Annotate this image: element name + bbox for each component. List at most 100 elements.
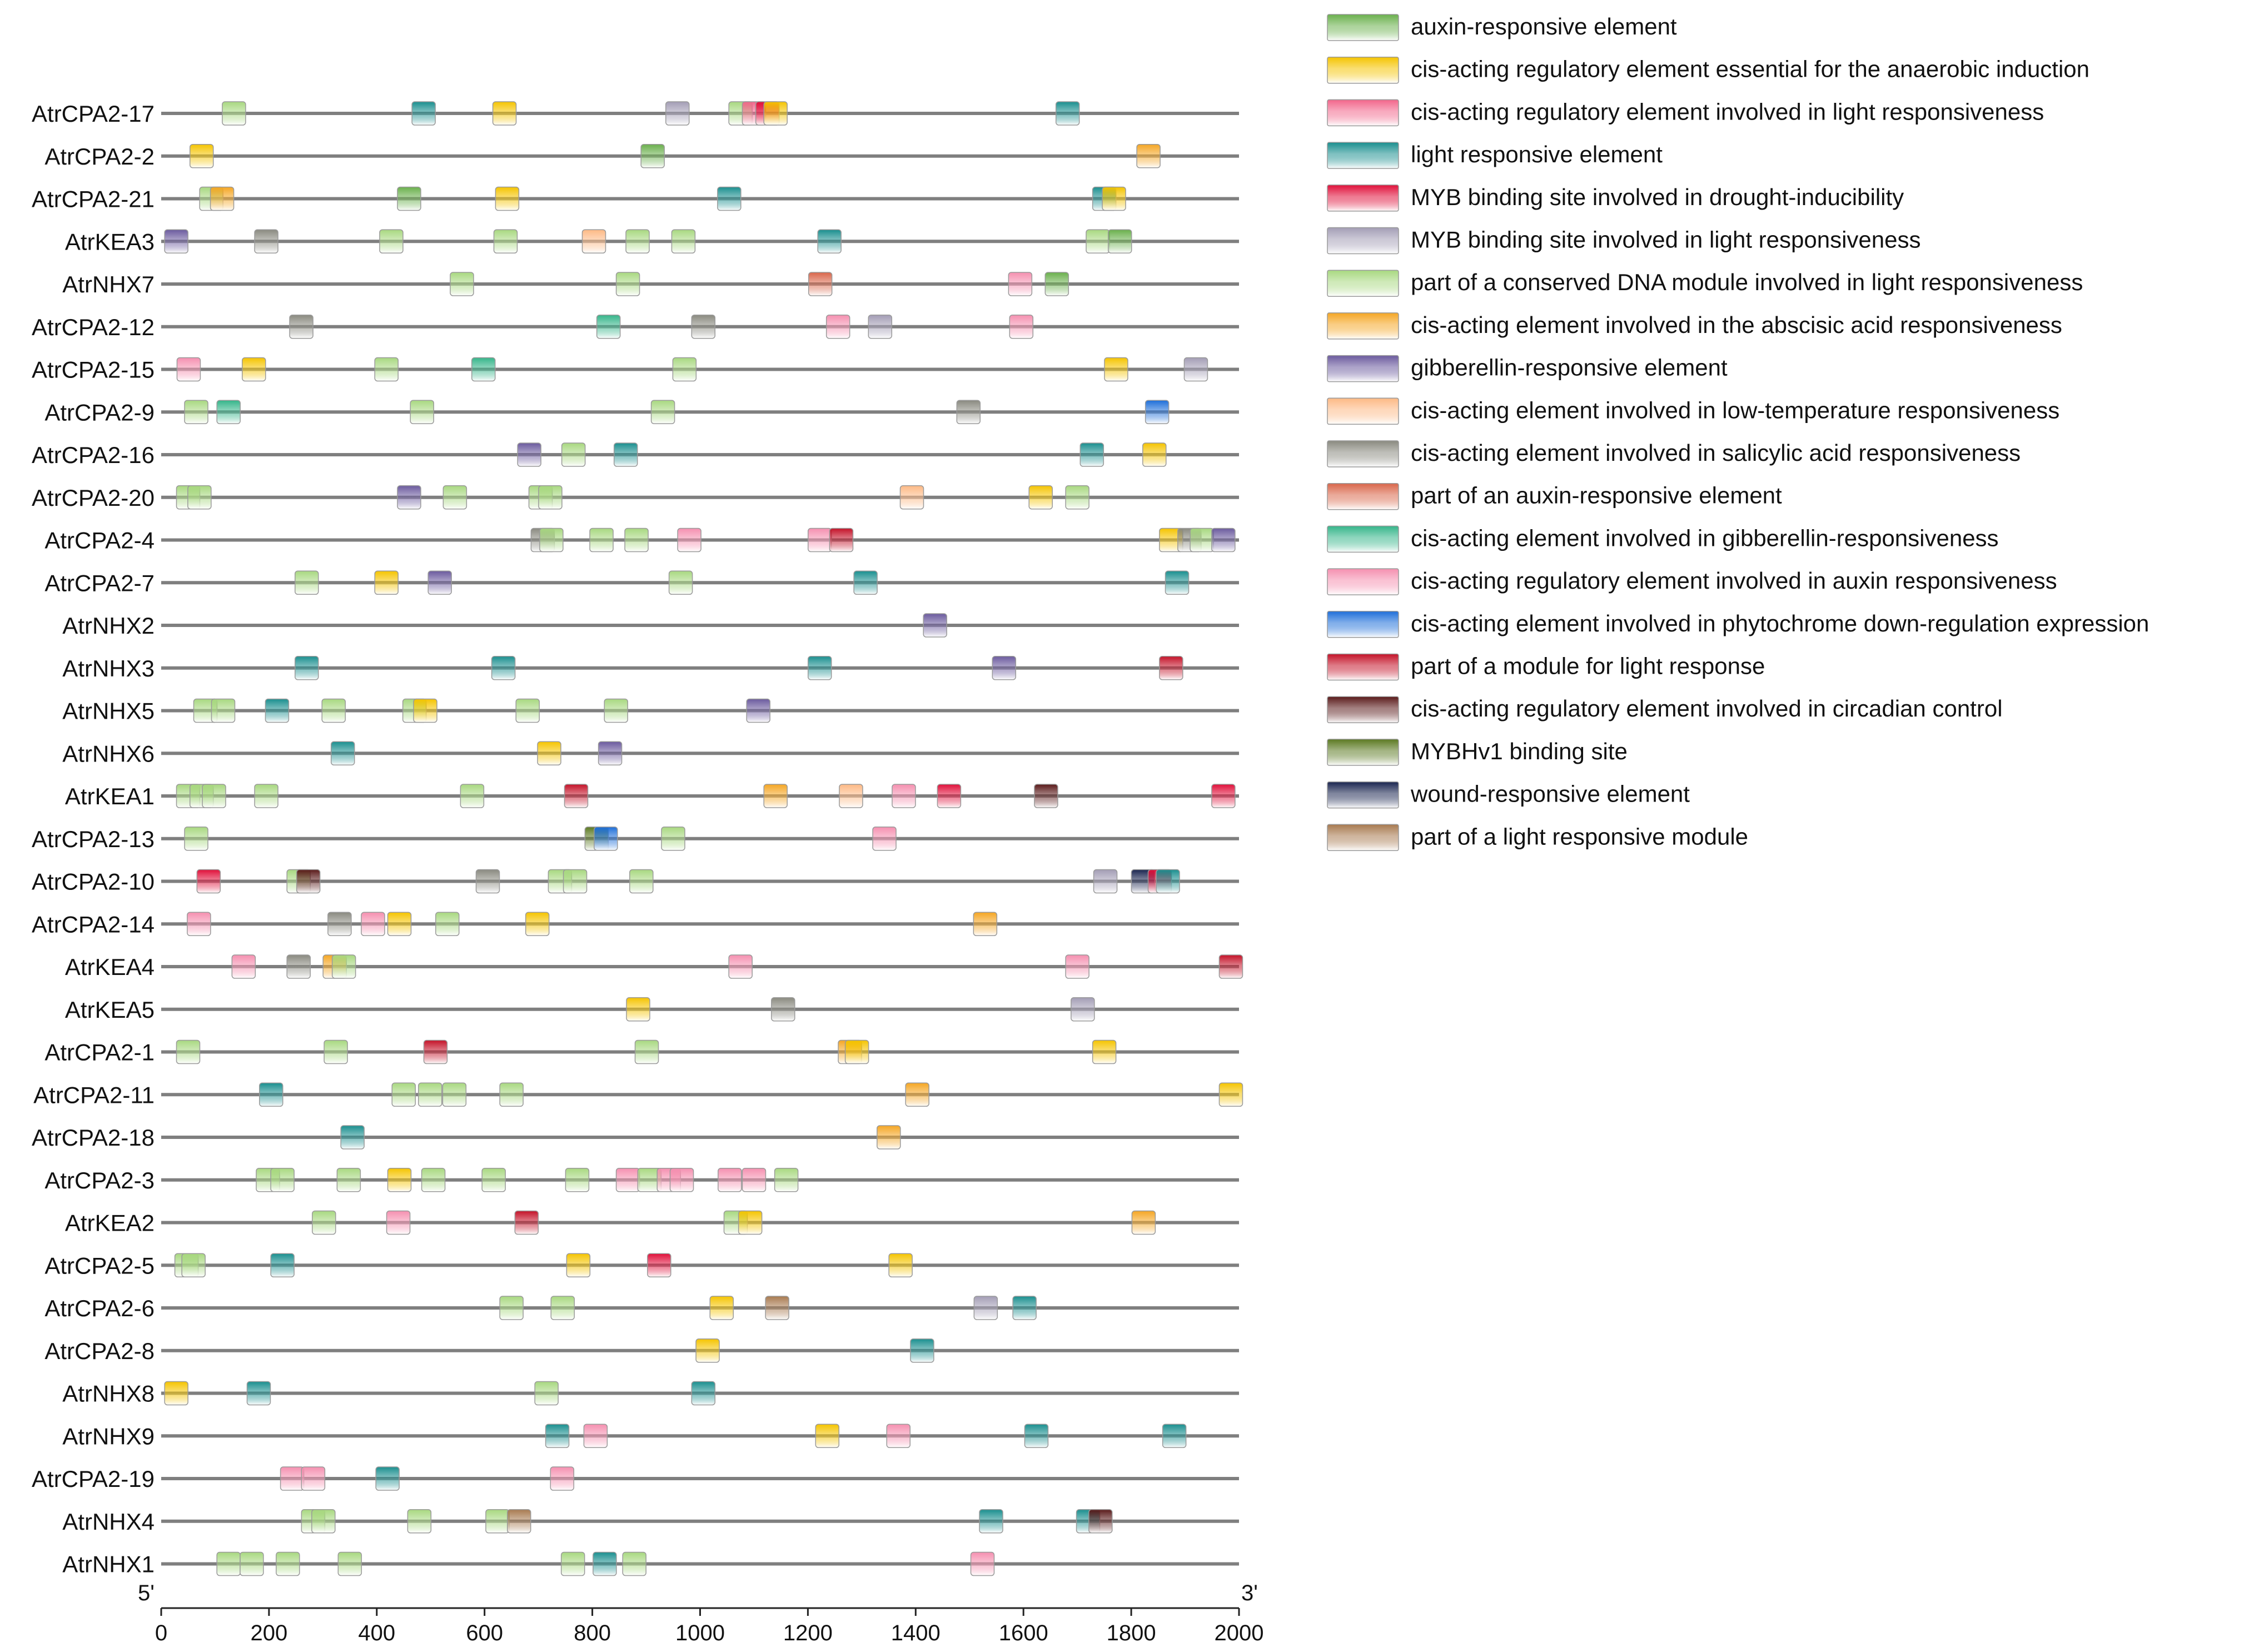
- motif-box-part-of-a-conserved-dna-module-involved-in-light-responsiveness: [374, 357, 399, 382]
- motif-box-part-of-a-conserved-dna-module-involved-in-light-responsiveness: [539, 528, 564, 553]
- gene-row-atrnhx3: AtrNHX3: [62, 655, 1239, 681]
- motif-box-gibberellin-responsive-element: [1211, 528, 1236, 553]
- motif-box-light-responsive-element: [1055, 101, 1080, 126]
- motif-box-part-of-a-conserved-dna-module-involved-in-light-responsiveness: [336, 1168, 361, 1192]
- legend-item-cis-acting-regulatory-element-involved-in-circadian-control: cis-acting regulatory element involved i…: [1327, 695, 2003, 723]
- legend-item-part-of-a-conserved-dna-module-involved-in-light-responsiveness: part of a conserved DNA module involved …: [1327, 269, 2083, 297]
- motif-box-light-responsive-element: [910, 1338, 934, 1363]
- motif-box-light-responsive-element: [613, 442, 638, 467]
- legend-item-part-of-a-module-for-light-response: part of a module for light response: [1327, 653, 1765, 681]
- motif-box-gibberellin-responsive-element: [164, 229, 188, 253]
- motif-box-cis-acting-regulatory-element-involved-in-auxin-responsiveness: [742, 1168, 767, 1192]
- motif-box-myb-binding-site-involved-in-drought-inducibility: [647, 1253, 671, 1277]
- motif-box-part-of-a-conserved-dna-module-involved-in-light-responsiveness: [774, 1168, 799, 1192]
- gene-row-atrnhx1: AtrNHX1: [62, 1551, 1239, 1578]
- motif-box-part-of-a-conserved-dna-module-involved-in-light-responsiveness: [410, 400, 434, 424]
- gene-label: AtrCPA2-5: [44, 1252, 155, 1278]
- gene-tracks: AtrCPA2-17 AtrCPA2-2 AtrCPA2-21 AtrKEA3 AtrN…: [32, 101, 1243, 1578]
- legend-swatch: [1327, 397, 1399, 425]
- legend-swatch: [1327, 99, 1399, 127]
- motif-box-cis-acting-regulatory-element-involved-in-auxin-responsiveness: [386, 1210, 411, 1235]
- motif-box-part-of-a-conserved-dna-module-involved-in-light-responsiveness: [321, 698, 346, 723]
- motif-box-myb-binding-site-involved-in-light-responsiveness: [665, 101, 690, 126]
- legend-label: cis-acting element involved in the absci…: [1411, 312, 2062, 338]
- motif-box-part-of-a-conserved-dna-module-involved-in-light-responsiveness: [672, 357, 697, 382]
- motif-box-part-of-a-conserved-dna-module-involved-in-light-responsiveness: [1065, 485, 1089, 510]
- axis-tick-label: 0: [155, 1621, 167, 1645]
- motif-box-part-of-a-conserved-dna-module-involved-in-light-responsiveness: [1086, 229, 1110, 253]
- gene-row-atrcpa2-13: AtrCPA2-13: [32, 826, 1239, 852]
- motif-box-part-of-a-conserved-dna-module-involved-in-light-responsiveness: [379, 229, 404, 253]
- motif-box-auxin-responsive-element: [1044, 272, 1069, 296]
- gene-row-atrcpa2-7: AtrCPA2-7: [44, 570, 1239, 596]
- motif-box-cis-acting-element-involved-in-salicylic-acid-responsiveness: [956, 400, 981, 424]
- motif-box-part-of-a-conserved-dna-module-involved-in-light-responsiveness: [661, 827, 685, 851]
- motif-box-cis-acting-regulatory-element-involved-in-circadian-control: [296, 869, 321, 894]
- gene-label: AtrCPA2-7: [44, 570, 155, 596]
- motif-box-myb-binding-site-involved-in-drought-inducibility: [196, 869, 221, 894]
- gene-row-atrcpa2-14: AtrCPA2-14: [32, 911, 1239, 937]
- motif-box-light-responsive-element: [691, 1381, 716, 1406]
- motif-box-part-of-a-conserved-dna-module-involved-in-light-responsiveness: [629, 869, 654, 894]
- gene-label: AtrCPA2-1: [44, 1039, 155, 1066]
- motif-box-cis-acting-element-involved-in-salicylic-acid-responsiveness: [771, 997, 795, 1022]
- gene-label: AtrCPA2-16: [32, 442, 155, 468]
- motif-box-part-of-a-conserved-dna-module-involved-in-light-responsiveness: [671, 229, 696, 253]
- legend-label: light responsive element: [1411, 141, 1663, 167]
- motif-box-part-of-a-conserved-dna-module-involved-in-light-responsiveness: [460, 784, 485, 808]
- axis-tick-label: 2000: [1215, 1621, 1264, 1645]
- motif-box-part-of-a-conserved-dna-module-involved-in-light-responsiveness: [222, 101, 246, 126]
- axis-tick-label: 1400: [891, 1621, 941, 1645]
- motif-box-cis-acting-regulatory-element-essential-for-the-anaerobic-induction: [1092, 1039, 1117, 1064]
- legend-swatch: [1327, 611, 1399, 638]
- motif-box-light-responsive-element: [270, 1253, 295, 1277]
- motif-box-part-of-a-conserved-dna-module-involved-in-light-responsiveness: [538, 485, 563, 510]
- motif-box-part-of-a-conserved-dna-module-involved-in-light-responsiveness: [312, 1210, 336, 1235]
- motif-box-part-of-a-conserved-dna-module-involved-in-light-responsiveness: [481, 1168, 506, 1192]
- motif-box-part-of-a-conserved-dna-module-involved-in-light-responsiveness: [184, 400, 208, 424]
- motif-box-auxin-responsive-element: [640, 144, 665, 168]
- motif-box-cis-acting-regulatory-element-involved-in-circadian-control: [1088, 1509, 1113, 1534]
- legend-item-mybhv1-binding-site: MYBHv1 binding site: [1327, 738, 1628, 766]
- gene-row-atrcpa2-3: AtrCPA2-3: [44, 1167, 1239, 1193]
- gene-label: AtrCPA2-20: [32, 485, 155, 511]
- motif-box-part-of-a-conserved-dna-module-involved-in-light-responsiveness: [615, 272, 640, 296]
- gene-row-atrcpa2-1: AtrCPA2-1: [44, 1039, 1239, 1066]
- motif-box-part-of-a-conserved-dna-module-involved-in-light-responsiveness: [624, 528, 649, 553]
- motif-box-myb-binding-site-involved-in-drought-inducibility: [937, 784, 962, 808]
- motif-box-part-of-a-conserved-dna-module-involved-in-light-responsiveness: [625, 229, 650, 253]
- legend-item-light-responsive-element: light responsive element: [1327, 141, 1663, 169]
- axis-end-label: 3': [1241, 1581, 1258, 1605]
- motif-box-part-of-a-conserved-dna-module-involved-in-light-responsiveness: [442, 485, 467, 510]
- motif-box-auxin-responsive-element: [1107, 229, 1132, 253]
- legend-swatch: [1327, 14, 1399, 41]
- motif-box-cis-acting-element-involved-in-the-abscisic-acid-responsiveness: [763, 784, 788, 808]
- gene-label: AtrNHX9: [62, 1423, 155, 1449]
- legend-swatch: [1327, 696, 1399, 723]
- motif-box-cis-acting-regulatory-element-essential-for-the-anaerobic-induction: [537, 741, 561, 765]
- axis-tick-label: 200: [251, 1621, 288, 1645]
- motif-box-light-responsive-element: [375, 1466, 400, 1491]
- gene-label: AtrNHX1: [62, 1551, 155, 1578]
- motif-box-part-of-a-conserved-dna-module-involved-in-light-responsiveness: [418, 1082, 442, 1107]
- motif-box-cis-acting-regulatory-element-involved-in-auxin-responsiveness: [728, 954, 753, 979]
- motif-box-part-of-a-conserved-dna-module-involved-in-light-responsiveness: [407, 1509, 432, 1534]
- legend-item-cis-acting-regulatory-element-essential-for-the-anaerobic-induction: cis-acting regulatory element essential …: [1327, 56, 2089, 84]
- gene-row-atrnhx4: AtrNHX4: [62, 1509, 1239, 1535]
- legend-label: cis-acting element involved in low-tempe…: [1411, 397, 2059, 423]
- legend-swatch: [1327, 525, 1399, 553]
- gene-label: AtrCPA2-10: [32, 869, 155, 895]
- motif-box-part-of-a-conserved-dna-module-involved-in-light-responsiveness: [442, 1082, 467, 1107]
- gene-row-atrcpa2-9: AtrCPA2-9: [44, 399, 1239, 425]
- motif-box-part-of-a-conserved-dna-module-involved-in-light-responsiveness: [311, 1509, 336, 1534]
- motif-box-part-of-a-conserved-dna-module-involved-in-light-responsiveness: [331, 954, 356, 979]
- motif-box-part-of-a-conserved-dna-module-involved-in-light-responsiveness: [391, 1082, 416, 1107]
- legend-item-part-of-a-light-responsive-module: part of a light responsive module: [1327, 823, 1748, 852]
- motif-box-cis-acting-regulatory-element-involved-in-auxin-responsiveness: [176, 357, 201, 382]
- gene-row-atrkea3: AtrKEA3: [65, 228, 1239, 255]
- motif-box-part-of-a-conserved-dna-module-involved-in-light-responsiveness: [240, 1551, 264, 1576]
- motif-box-gibberellin-responsive-element: [598, 741, 623, 765]
- motif-box-cis-acting-regulatory-element-essential-for-the-anaerobic-induction: [525, 912, 550, 936]
- motif-box-cis-acting-regulatory-element-involved-in-auxin-responsiveness: [677, 528, 701, 553]
